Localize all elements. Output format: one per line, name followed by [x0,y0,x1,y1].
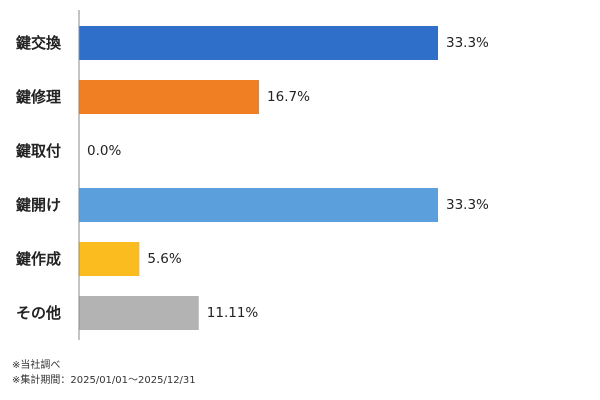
footnote-period: ※集計期間：2025/01/01～2025/12/31 [12,375,196,386]
bar-4 [79,188,438,222]
category-label-2: 鍵修理 [16,88,61,106]
value-label-4: 33.3% [446,197,489,213]
footnote-source: ※当社調べ [12,360,61,371]
value-label-1: 33.3% [446,35,489,51]
value-label-3: 0.0% [87,143,121,159]
footnotes: ※当社調べ ※集計期間：2025/01/01～2025/12/31 [12,358,196,388]
bar-2 [79,80,260,114]
bar-5 [79,242,140,276]
category-label-5: 鍵作成 [16,250,61,268]
value-labels: 33.3% 16.7% 0.0% 33.3% 5.6% 11.11% [87,35,489,321]
value-label-6: 11.11% [207,305,259,321]
bar-1 [79,26,438,60]
bars-group [79,26,438,330]
value-label-2: 16.7% [267,89,310,105]
value-label-5: 5.6% [147,251,181,267]
category-label-3: 鍵取付 [16,142,61,160]
bar-6 [79,296,199,330]
category-label-4: 鍵開け [16,196,61,214]
category-label-1: 鍵交換 [16,34,62,52]
category-label-6: その他 [16,304,61,322]
